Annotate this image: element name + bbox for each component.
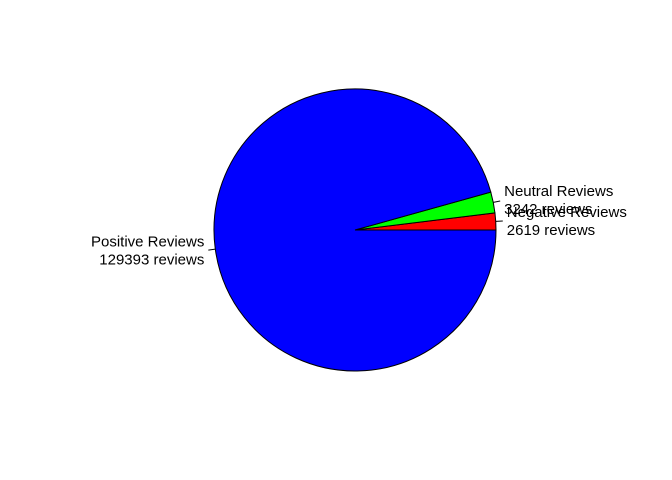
slice-label-count: 3242 reviews (504, 201, 592, 218)
slice-label-title: Neutral Reviews (504, 183, 613, 200)
leader-line-neutral-reviews (493, 200, 501, 203)
leader-line-positive-reviews (208, 248, 216, 251)
slice-label-title: Negative Reviews (507, 204, 627, 221)
slice-label-count: 129393 reviews (99, 252, 204, 269)
slice-label-title: Positive Reviews (91, 234, 204, 251)
slice-label-negative-reviews: Negative Reviews 2619 reviews (507, 204, 627, 239)
pie-slices (213, 88, 497, 372)
pie-slice-positive-reviews (213, 88, 497, 372)
slice-label-count: 2619 reviews (507, 222, 595, 239)
slice-label-positive-reviews: Positive Reviews 129393 reviews (91, 234, 204, 269)
slice-label-neutral-reviews: Neutral Reviews 3242 reviews (504, 183, 613, 218)
